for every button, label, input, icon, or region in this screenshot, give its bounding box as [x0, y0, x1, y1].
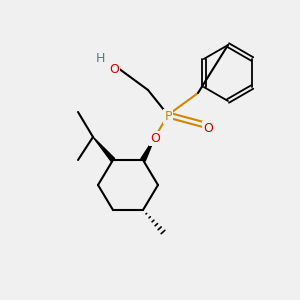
Text: O: O — [150, 132, 160, 145]
Text: P: P — [164, 110, 172, 123]
Polygon shape — [93, 137, 115, 161]
Text: O: O — [109, 63, 119, 76]
Polygon shape — [141, 137, 155, 161]
Text: O: O — [203, 122, 213, 135]
Text: H: H — [95, 52, 105, 65]
